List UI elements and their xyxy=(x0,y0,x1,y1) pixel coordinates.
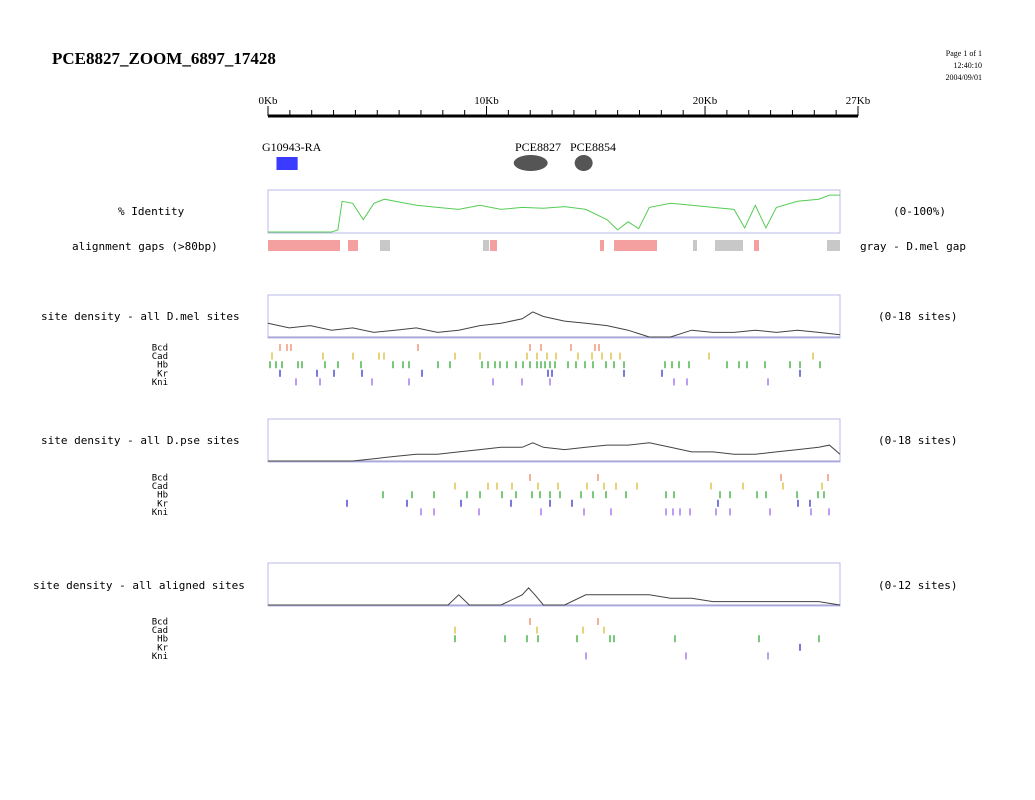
density-line xyxy=(268,442,841,462)
factor-label-kni: Kni xyxy=(152,652,168,662)
kb-ruler: 0Kb 10Kb 20Kb 27Kb xyxy=(259,95,871,118)
gap-pink xyxy=(490,240,497,251)
factor-label-bcd: Bcd xyxy=(152,474,168,484)
density-line xyxy=(267,311,841,338)
gap-pink xyxy=(754,240,759,251)
identity-line xyxy=(268,194,840,233)
ruler-tick-label: 10Kb xyxy=(474,95,499,107)
page-label: Page 1 of 1 xyxy=(946,49,982,58)
gap-pink xyxy=(614,240,657,251)
feature-track: G10943-RA PCE8827 PCE8854 xyxy=(262,140,616,171)
density-box xyxy=(267,418,841,463)
factor-label-bcd: Bcd xyxy=(152,618,168,628)
factor-label-kr: Kr xyxy=(157,369,168,379)
identity-box xyxy=(267,189,841,234)
factor-label-hb: Hb xyxy=(157,361,168,371)
pce-ellipse xyxy=(574,155,593,171)
factor-label-cad: Cad xyxy=(152,352,168,362)
identity-label: % Identity xyxy=(118,205,185,218)
gap-gray xyxy=(715,240,743,251)
ruler-tick-label: 27Kb xyxy=(846,95,871,107)
factor-label-kr: Kr xyxy=(157,499,168,509)
panel-aligned: site density - all aligned sites (0-12 s… xyxy=(33,562,957,662)
alignment-gaps-track: alignment gaps (>80bp) gray - D.mel gap xyxy=(72,240,966,253)
factor-label-bcd: Bcd xyxy=(152,344,168,354)
gap-gray xyxy=(483,240,489,251)
identity-range: (0-100%) xyxy=(893,205,946,218)
identity-track: % Identity (0-100%) xyxy=(118,189,946,234)
ruler-tick-label: 20Kb xyxy=(693,95,718,107)
pce-ellipse xyxy=(513,155,548,171)
panel-dmel-label: site density - all D.mel sites xyxy=(41,310,240,323)
factor-label-kni: Kni xyxy=(152,378,168,388)
pce8854-label: PCE8854 xyxy=(570,140,616,154)
gap-gray xyxy=(380,240,390,251)
gap-gray xyxy=(827,240,840,251)
pce8827-label: PCE8827 xyxy=(515,140,561,154)
panel-dpse: site density - all D.pse sites (0-18 sit… xyxy=(41,418,957,518)
page-title: PCE8827_ZOOM_6897_17428 xyxy=(52,49,276,68)
page-time: 12:40:10 xyxy=(954,61,982,70)
factor-label-hb: Hb xyxy=(157,635,168,645)
gene-label: G10943-RA xyxy=(262,140,322,154)
panel-dmel-range: (0-18 sites) xyxy=(878,310,957,323)
gap-pink xyxy=(268,240,340,251)
gap-pink xyxy=(600,240,604,251)
page-date: 2004/09/01 xyxy=(946,73,982,82)
panel-dmel: site density - all D.mel sites (0-18 sit… xyxy=(41,294,957,388)
factor-label-kni: Kni xyxy=(152,508,168,518)
factor-label-cad: Cad xyxy=(152,482,168,492)
factor-label-cad: Cad xyxy=(152,626,168,636)
factor-label-hb: Hb xyxy=(157,491,168,501)
gaps-legend: gray - D.mel gap xyxy=(860,240,966,253)
factor-label-kr: Kr xyxy=(157,643,168,653)
density-box xyxy=(267,294,841,339)
panel-aligned-label: site density - all aligned sites xyxy=(33,579,245,592)
panel-aligned-range: (0-12 sites) xyxy=(878,579,957,592)
gap-pink xyxy=(348,240,358,251)
density-box xyxy=(267,562,841,607)
gaps-label: alignment gaps (>80bp) xyxy=(72,240,218,253)
gap-gray xyxy=(693,240,697,251)
density-line xyxy=(268,587,841,606)
ruler-tick-label: 0Kb xyxy=(259,95,278,107)
panel-dpse-range: (0-18 sites) xyxy=(878,434,957,447)
panel-dpse-label: site density - all D.pse sites xyxy=(41,434,240,447)
gene-box xyxy=(276,157,298,170)
